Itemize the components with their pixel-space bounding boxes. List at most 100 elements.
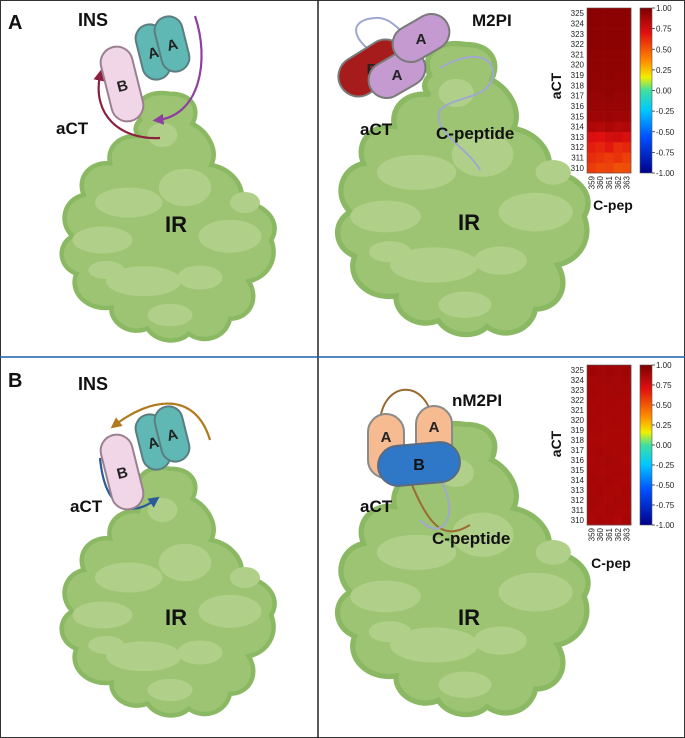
heatmap-y-tick: 323 [571,30,585,39]
heatmap-x-tick: 363 [623,175,632,189]
receptor-label: IR [458,605,480,630]
heatmap-cell [595,80,605,91]
heatmap-cell [604,375,614,386]
colorbar-tick-label: 1.00 [656,4,672,13]
heatmap-cell [613,80,623,91]
heatmap-cell [595,395,605,406]
heatmap-cell [604,405,614,416]
heatmap-x-tick: 362 [614,527,623,541]
heatmap-cell [613,385,623,396]
heatmap-cell [587,365,597,376]
heatmap-cell [587,515,597,526]
heatmap-frame [586,7,632,174]
heatmap-cell [604,59,614,71]
heatmap-cell [595,375,605,386]
chain-label: A [381,429,392,446]
heatmap-y-tick: 311 [571,154,584,163]
ligand-title: M2PI [472,11,512,30]
chain-label: B [115,464,130,483]
heatmap-cell [622,405,632,416]
heatmap-y-tick: 325 [571,9,585,18]
heatmap-cell [587,38,597,50]
heatmap-cell [622,162,632,174]
heatmap-cell [613,38,623,50]
heatmap-cell [595,100,605,112]
heatmap-cell [613,59,623,71]
heatmap-cell [622,435,632,446]
heatmap-cell [595,495,605,506]
heatmap-cell [595,38,605,50]
heatmap-y-tick: 321 [571,406,585,415]
heatmap-cell [622,49,632,60]
heatmap-cell [604,142,614,153]
heatmap-cell [587,90,597,102]
heatmap-cell [622,28,632,40]
heatmap-cell [587,475,597,486]
c-peptide-label: C-peptide [432,529,510,548]
chain-label: A [429,419,440,436]
heatmap-y-tick: 319 [571,426,585,435]
heatmap-cell [604,131,614,143]
heatmap-cell [613,28,623,40]
heatmap-cell [613,405,623,416]
heatmap-cell [595,59,605,71]
colorbar-tick-label: -1.00 [656,169,675,178]
heatmap-y-tick: 324 [571,376,585,385]
heatmap-y-tick: 314 [571,123,585,132]
heatmap-cell [622,90,632,102]
heatmap-y-tick: 317 [571,92,585,101]
heatmap-cell [587,485,597,496]
heatmap-panel-b: aCT C-pep 310311312313314315316317318319… [548,361,675,571]
heatmap-cell [613,121,623,133]
heatmap-cell [595,505,605,516]
heatmap-cell [595,142,605,153]
receptor-label: IR [165,212,187,237]
heatmap-cell [595,515,605,526]
panel-a-left-ins: INS IR aCT B A A [56,10,275,340]
heatmap-x-tick: 363 [623,527,632,541]
actc-label: aCT [70,497,103,516]
heatmap-cell [604,100,614,112]
colorbar-tick-label: 0.25 [656,66,672,75]
heatmap-cell [595,475,605,486]
heatmap-cell [587,395,597,406]
heatmap-cell [622,111,632,122]
colorbar-tick-label: 1.00 [656,361,672,370]
receptor-label: IR [165,605,187,630]
heatmap-cell [622,425,632,436]
heatmap-cell [613,475,623,486]
heatmap-cell [613,90,623,102]
heatmap-cell [587,375,597,386]
colorbar-tick-label: 0.50 [656,401,672,410]
panel-b-left-ins: INS IR aCT B A A [62,374,275,715]
actc-label: aCT [56,119,89,138]
colorbar-tick-label: 0.75 [656,381,672,390]
heatmap-y-tick: 318 [571,436,585,445]
chain-b: B [377,441,461,487]
heatmap-y-tick: 312 [571,496,585,505]
heatmap-cell [622,515,632,526]
heatmap-cell [587,495,597,506]
heatmap-cell [595,69,605,81]
heatmap-y-tick: 318 [571,81,585,90]
heatmap-cell [595,152,605,163]
heatmap-frame [586,364,632,526]
heatmap-cell [613,100,623,112]
heatmap-y-tick: 322 [571,396,585,405]
actc-label: aCT [360,120,393,139]
heatmap-cell [604,111,614,122]
heatmap-cell [604,435,614,446]
heatmap-cell [595,49,605,60]
chain-label: B [115,77,130,96]
chain-a: A [153,405,191,463]
heatmap-cell [595,465,605,476]
heatmap-cell [587,121,597,133]
chain-label: A [146,44,161,63]
heatmap-y-label: aCT [548,430,564,457]
heatmap-cell [587,455,597,466]
heatmap-y-tick: 323 [571,386,585,395]
heatmap-cell [595,90,605,102]
heatmap-cell [622,38,632,50]
heatmap-y-tick: 312 [571,143,585,152]
heatmap-y-tick: 320 [571,61,585,70]
